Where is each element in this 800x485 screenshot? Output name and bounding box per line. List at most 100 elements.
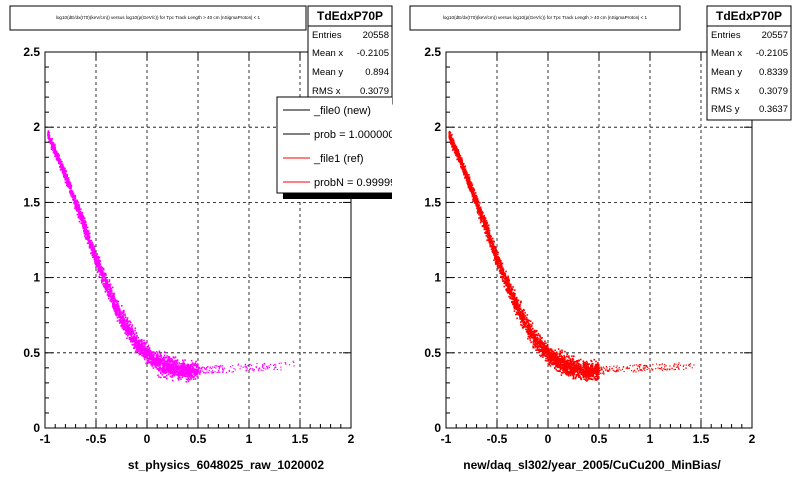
left-point [122, 325, 124, 327]
left-point [85, 238, 87, 240]
left-tail-point [206, 368, 207, 369]
left-point [79, 221, 81, 223]
left-point [153, 363, 155, 365]
left-tail-point [293, 361, 294, 362]
left-tail-point [199, 367, 200, 368]
left-point [160, 358, 162, 360]
right-point [497, 253, 499, 255]
left-point [54, 152, 56, 154]
left-point [158, 376, 160, 378]
left-point [62, 166, 64, 168]
left-point [196, 376, 198, 378]
right-point [529, 337, 531, 339]
left-tail-point [212, 370, 213, 371]
left-point [99, 268, 101, 270]
left-point [187, 372, 189, 374]
right-point [457, 159, 459, 161]
left-point [97, 262, 99, 264]
legend-box: _file0 (new) prob = 1.000000 _file1 (ref… [277, 97, 403, 199]
right-point [457, 149, 459, 151]
left-point [86, 231, 88, 233]
left-tail-point [223, 369, 224, 370]
left-point [51, 148, 53, 150]
left-point [76, 208, 78, 210]
left-tail-point [285, 362, 286, 363]
right-point [465, 165, 467, 167]
left-point [177, 377, 179, 379]
left-x-axis-title: st_physics_6048025_raw_1020002 [128, 458, 324, 472]
left-point [155, 361, 157, 363]
right-point [462, 170, 464, 172]
left-point [49, 136, 51, 138]
left-point [118, 316, 120, 318]
right-point [574, 366, 576, 368]
left-point [126, 333, 128, 335]
right-point [539, 348, 541, 350]
left-point [76, 204, 78, 206]
left-tail-point [215, 365, 216, 366]
left-point [177, 368, 179, 370]
left-point [129, 333, 131, 335]
left-point [197, 363, 199, 365]
left-point [150, 358, 152, 360]
right-point [576, 374, 578, 376]
left-point [105, 289, 107, 291]
left-point [50, 139, 52, 141]
left-tail-point [262, 366, 263, 367]
left-point [133, 339, 135, 341]
left-point [73, 199, 75, 201]
left-point [144, 343, 146, 345]
left-y-tick-label: 1.5 [23, 195, 40, 209]
left-point [106, 282, 108, 284]
left-point [183, 363, 185, 365]
left-point [64, 172, 66, 174]
left-tail-point [247, 368, 248, 369]
right-point [508, 282, 510, 284]
left-point [109, 279, 111, 281]
left-point [195, 378, 197, 380]
left-point [61, 161, 63, 163]
left-point [105, 291, 107, 293]
left-point [123, 311, 125, 313]
left-point [60, 164, 62, 166]
left-point [70, 189, 72, 191]
left-tail-point [273, 369, 274, 370]
right-point [568, 374, 570, 376]
left-point [101, 282, 103, 284]
left-point [93, 254, 95, 256]
left-tail-point [258, 370, 259, 371]
left-point [106, 285, 108, 287]
left-point [85, 237, 87, 239]
left-point [122, 327, 124, 329]
left-point [104, 272, 106, 274]
left-tail-point [214, 367, 215, 368]
left-point [133, 347, 135, 349]
right-point [454, 152, 456, 154]
legend-entry-prob: prob = 1.000000 [314, 129, 394, 141]
right-point [493, 259, 495, 261]
left-point [167, 368, 169, 370]
left-point [81, 219, 83, 221]
left-point [84, 228, 86, 230]
left-point [54, 150, 56, 152]
legend-entry-ref: _file1 (ref) [313, 153, 364, 165]
left-point [117, 320, 119, 322]
left-point [66, 178, 68, 180]
left-tail-point [274, 364, 275, 365]
left-point [89, 240, 91, 242]
left-point [116, 313, 118, 315]
left-point [93, 256, 95, 258]
left-point [95, 255, 97, 257]
left-x-tick-label: -1 [40, 432, 51, 446]
left-histogram-title: log10(dE/dx(I70)(keV/cm)) versus log10(p… [56, 15, 261, 20]
right-point [495, 259, 497, 261]
left-point [57, 156, 59, 158]
left-tail-point [264, 363, 265, 364]
right-point [558, 348, 560, 350]
right-point [597, 378, 599, 380]
right-point [520, 321, 522, 323]
right-point [520, 324, 522, 326]
left-point [70, 184, 72, 186]
left-point [108, 286, 110, 288]
